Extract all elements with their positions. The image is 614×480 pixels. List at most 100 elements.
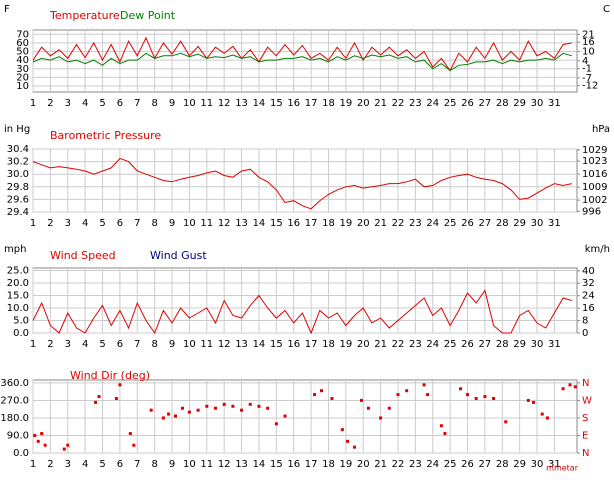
x-tick-label: 1 (30, 218, 36, 229)
x-tick-label: 17 (305, 218, 318, 229)
y2-tick-label: 32 (582, 278, 595, 289)
x-tick-label: 15 (270, 98, 283, 109)
y-tick-label: 10.0 (7, 303, 29, 314)
x-tick-label: 21 (374, 459, 387, 470)
y2-tick-label: N (582, 378, 589, 389)
x-tick-label: 30 (531, 459, 544, 470)
point (118, 383, 122, 387)
x-tick-label: 22 (392, 218, 405, 229)
x-tick-label: 18 (322, 218, 335, 229)
y2-tick-label: 1029 (582, 145, 607, 156)
x-tick-label: 7 (134, 459, 140, 470)
x-tick-label: 11 (200, 339, 213, 350)
point (94, 400, 98, 404)
x-tick-label: 22 (392, 98, 405, 109)
x-tick-label: 10 (183, 218, 196, 229)
x-tick-label: 11 (200, 98, 213, 109)
y2-tick-label: -1 (582, 64, 592, 75)
x-tick-label: 27 (479, 218, 492, 229)
y-tick-label: 29.8 (7, 182, 29, 193)
y2-tick-label: 16 (582, 303, 595, 314)
x-tick-label: 30 (531, 98, 544, 109)
y2-tick-label: 21 (582, 29, 595, 40)
x-tick-label: 30 (531, 218, 544, 229)
y-tick-label: 60 (16, 38, 29, 49)
point (526, 398, 530, 402)
x-tick-label: 3 (65, 218, 71, 229)
y-tick-label: 15.0 (7, 291, 29, 302)
x-tick-label: 31 (548, 339, 561, 350)
point (545, 416, 549, 420)
x-tick-label: 8 (151, 459, 157, 470)
x-tick-label: 14 (253, 98, 266, 109)
x-tick-label: 8 (151, 339, 157, 350)
x-tick-label: 12 (218, 98, 231, 109)
plot-area (32, 267, 578, 334)
point (97, 395, 101, 399)
x-tick-label: 23 (409, 459, 422, 470)
point (62, 447, 66, 451)
x-tick-label: 5 (99, 339, 105, 350)
plot-area (32, 29, 578, 93)
y2-tick-label: 24 (582, 291, 595, 302)
point (36, 439, 40, 443)
point (346, 439, 350, 443)
x-tick-label: 21 (374, 339, 387, 350)
x-tick-label: 17 (305, 98, 318, 109)
legend-label: Barometric Pressure (50, 129, 161, 142)
x-tick-label: 4 (82, 459, 88, 470)
legend-label: Wind Gust (150, 249, 207, 262)
point (257, 404, 261, 408)
y2-axis-unit: C (603, 4, 610, 15)
x-tick-label: 24 (426, 459, 439, 470)
x-tick-label: 26 (461, 98, 474, 109)
x-tick-label: 3 (65, 98, 71, 109)
y-tick-label: 30 (16, 64, 29, 75)
x-tick-label: 1 (30, 459, 36, 470)
x-tick-label: 14 (253, 459, 266, 470)
point (474, 396, 478, 400)
point (40, 432, 44, 436)
point (426, 393, 430, 397)
y-tick-label: 29.6 (7, 194, 29, 205)
x-tick-label: 26 (461, 459, 474, 470)
point (274, 422, 278, 426)
point (561, 387, 565, 391)
x-tick-label: 16 (287, 98, 300, 109)
x-tick-label: 23 (409, 339, 422, 350)
point (222, 402, 226, 406)
y-axis-unit: in Hg (4, 124, 30, 135)
point (439, 424, 443, 428)
x-tick-label: 4 (82, 98, 88, 109)
point (396, 393, 400, 397)
x-tick-label: 19 (339, 218, 352, 229)
x-tick-label: 27 (479, 98, 492, 109)
y2-tick-label: 8 (582, 316, 588, 327)
y-tick-label: 30.2 (7, 157, 29, 168)
y2-tick-label: 1016 (582, 169, 607, 180)
point (573, 385, 577, 389)
legend-label: Temperature (49, 9, 120, 22)
x-tick-label: 10 (183, 98, 196, 109)
y2-tick-label: 16 (582, 37, 595, 48)
point (330, 396, 334, 400)
plot-area (32, 148, 578, 213)
x-tick-label: 25 (444, 98, 457, 109)
y2-tick-label: N (582, 448, 589, 459)
y2-tick-label: 0 (582, 328, 588, 339)
point (483, 395, 487, 399)
x-tick-label: 26 (461, 339, 474, 350)
x-tick-label: 19 (339, 459, 352, 470)
x-tick-label: 3 (65, 459, 71, 470)
x-tick-label: 13 (235, 339, 248, 350)
x-tick-label: 29 (513, 98, 526, 109)
x-tick-label: 5 (99, 98, 105, 109)
y2-tick-label: -7 (582, 73, 592, 84)
x-tick-label: 20 (357, 218, 370, 229)
y2-tick-label: W (582, 395, 592, 406)
y-tick-label: 20 (16, 72, 29, 83)
y2-tick-label: 10 (582, 47, 595, 58)
x-tick-label: 25 (444, 459, 457, 470)
y-tick-label: 0.0 (13, 448, 29, 459)
